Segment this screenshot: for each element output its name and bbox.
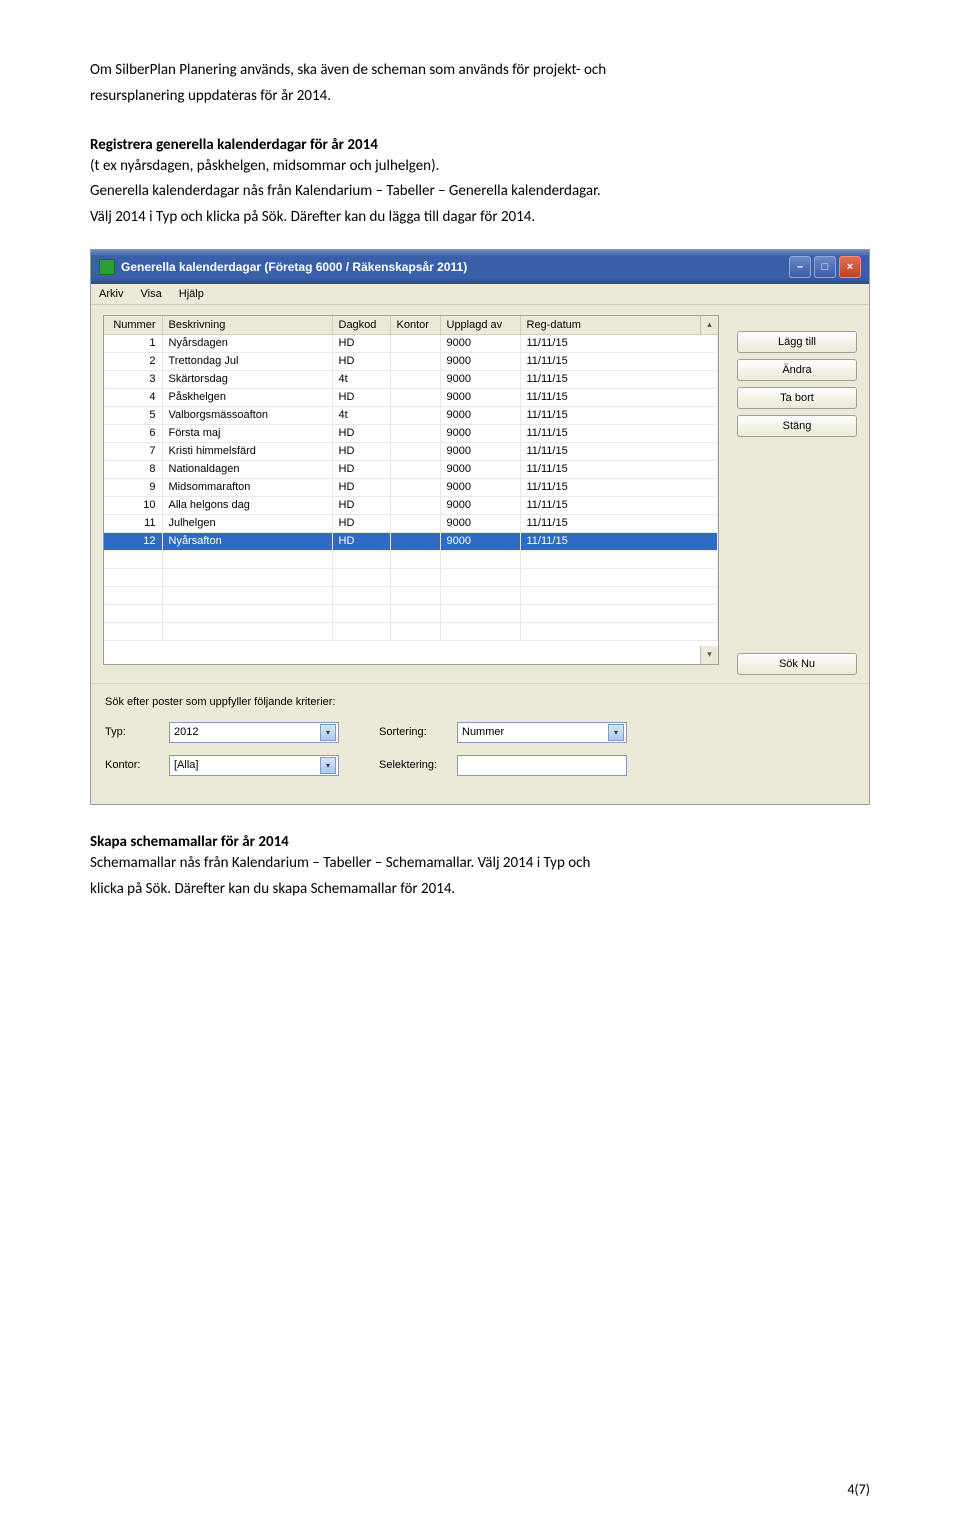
col-nummer[interactable]: Nummer [104,316,162,335]
close-button[interactable]: × [839,256,861,278]
typ-label: Typ: [105,726,161,738]
doc-para-1: (t ex nyårsdagen, påskhelgen, midsommar … [90,156,870,178]
table-row[interactable]: 2Trettondag JulHD900011/11/15 [104,352,718,370]
doc-para-3: Välj 2014 i Typ och klicka på Sök. Däref… [90,207,870,229]
calendar-window: Generella kalenderdagar (Företag 6000 / … [90,249,870,805]
doc-intro-1: Om SilberPlan Planering används, ska äve… [90,60,870,82]
sortering-select[interactable]: Nummer ▾ [457,722,627,743]
scroll-up-icon[interactable]: ▴ [700,316,718,334]
search-title: Sök efter poster som uppfyller följande … [105,696,855,708]
sortering-value: Nummer [462,726,504,738]
col-regdatum[interactable]: Reg-datum [520,316,718,335]
kontor-value: [Alla] [174,759,198,771]
table-row-empty [104,604,718,622]
table-row[interactable]: 6Första majHD900011/11/15 [104,424,718,442]
lagg-till-button[interactable]: Lägg till [737,331,857,353]
heading-registrera: Registrera generella kalenderdagar för å… [90,136,870,154]
heading-skapa: Skapa schemamallar för år 2014 [90,833,870,851]
selektering-label: Selektering: [379,759,449,771]
sortering-label: Sortering: [379,726,449,738]
table-row-empty [104,568,718,586]
window-title: Generella kalenderdagar (Företag 6000 / … [121,260,467,274]
col-kontor[interactable]: Kontor [390,316,440,335]
kontor-select[interactable]: [Alla] ▾ [169,755,339,776]
table-row[interactable]: 1NyårsdagenHD900011/11/15 [104,334,718,352]
stang-button[interactable]: Stäng [737,415,857,437]
app-icon [99,259,115,275]
table-row[interactable]: 9MidsommaraftonHD900011/11/15 [104,478,718,496]
data-grid[interactable]: Nummer Beskrivning Dagkod Kontor Upplagd… [103,315,719,665]
table-row[interactable]: 4PåskhelgenHD900011/11/15 [104,388,718,406]
table-row-empty [104,622,718,640]
table-row[interactable]: 11JulhelgenHD900011/11/15 [104,514,718,532]
table-row[interactable]: 3Skärtorsdag4t900011/11/15 [104,370,718,388]
maximize-button[interactable]: □ [814,256,836,278]
menu-arkiv[interactable]: Arkiv [99,288,123,300]
typ-value: 2012 [174,726,198,738]
typ-select[interactable]: 2012 ▾ [169,722,339,743]
col-beskrivning[interactable]: Beskrivning [162,316,332,335]
table-row[interactable]: 5Valborgsmässoafton4t900011/11/15 [104,406,718,424]
kontor-label: Kontor: [105,759,161,771]
table-row[interactable]: 8NationaldagenHD900011/11/15 [104,460,718,478]
table-row-empty [104,550,718,568]
chevron-down-icon: ▾ [608,724,624,741]
scroll-down-icon[interactable]: ▾ [700,646,718,664]
minimize-button[interactable]: – [789,256,811,278]
doc-para-4: Schemamallar nås från Kalendarium – Tabe… [90,853,870,875]
doc-para-5: klicka på Sök. Därefter kan du skapa Sch… [90,879,870,901]
sok-nu-button[interactable]: Sök Nu [737,653,857,675]
table-row[interactable]: 7Kristi himmelsfärdHD900011/11/15 [104,442,718,460]
table-row[interactable]: 12NyårsaftonHD900011/11/15 [104,532,718,550]
chevron-down-icon: ▾ [320,757,336,774]
menu-hjalp[interactable]: Hjälp [179,288,204,300]
ta-bort-button[interactable]: Ta bort [737,387,857,409]
col-upplagd[interactable]: Upplagd av [440,316,520,335]
doc-para-2: Generella kalenderdagar nås från Kalenda… [90,181,870,203]
col-dagkod[interactable]: Dagkod [332,316,390,335]
menubar: Arkiv Visa Hjälp [91,284,869,305]
selektering-input[interactable] [457,755,627,776]
window-titlebar: Generella kalenderdagar (Företag 6000 / … [91,250,869,284]
search-panel: Sök efter poster som uppfyller följande … [91,683,869,804]
table-row[interactable]: 10Alla helgons dagHD900011/11/15 [104,496,718,514]
andra-button[interactable]: Ändra [737,359,857,381]
table-row-empty [104,586,718,604]
doc-intro-2: resursplanering uppdateras för år 2014. [90,86,870,108]
menu-visa[interactable]: Visa [141,288,162,300]
chevron-down-icon: ▾ [320,724,336,741]
page-number: 4(7) [847,1481,870,1498]
